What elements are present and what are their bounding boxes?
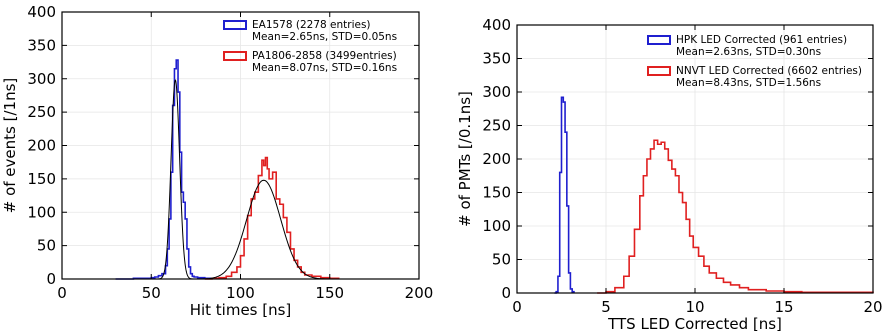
x-tick-label: 100 xyxy=(226,284,255,302)
y-tick-label: 200 xyxy=(27,137,56,155)
y-tick-label: 400 xyxy=(482,16,511,34)
x-tick-label: 0 xyxy=(512,298,522,316)
legend-label-nnvt: NNVT LED Corrected (6602 entries) xyxy=(676,65,862,77)
y-tick-label: 250 xyxy=(482,117,511,135)
right-y-ticks: 0 50 100 150 200 250 300 350 400 xyxy=(482,16,873,302)
x-tick-label: 200 xyxy=(405,284,434,302)
left-x-ticks: 0 50 100 150 200 xyxy=(57,12,433,302)
legend-stats-ea1578: Mean=2.65ns, STD=0.05ns xyxy=(252,31,397,43)
legend-swatch-hpk xyxy=(647,35,671,45)
right-legend: HPK LED Corrected (961 entries) Mean=2.6… xyxy=(647,34,862,89)
y-tick-label: 350 xyxy=(482,50,511,68)
x-tick-label: 15 xyxy=(774,298,793,316)
histogram-series-0 xyxy=(115,59,224,280)
y-tick-label: 300 xyxy=(27,70,56,88)
y-tick-label: 0 xyxy=(46,270,56,288)
left-chart: 0 50 100 150 200 0 50 100 150 200 250 300 350 400 Hi… xyxy=(1,3,433,319)
left-x-axis-label: Hit times [ns] xyxy=(190,301,292,319)
left-series-group xyxy=(115,59,341,280)
right-x-ticks: 0 5 10 15 20 xyxy=(512,25,883,316)
y-tick-label: 0 xyxy=(501,284,511,302)
y-tick-label: 300 xyxy=(482,83,511,101)
right-x-axis-label: TTS LED Corrected [ns] xyxy=(607,315,782,333)
legend-label-ea1578: EA1578 (2278 entries) xyxy=(252,19,371,31)
legend-swatch-ea1578 xyxy=(223,20,247,30)
gaussian-fit-curve-1 xyxy=(187,179,341,280)
right-chart: 0 5 10 15 20 0 50 100 150 200 250 300 350 400 TTS LE… xyxy=(456,16,883,333)
legend-stats-pa1806: Mean=8.07ns, STD=0.16ns xyxy=(252,62,397,74)
x-tick-label: 0 xyxy=(57,284,67,302)
y-tick-label: 150 xyxy=(27,170,56,188)
left-y-axis-label: # of events [/1ns] xyxy=(1,78,19,214)
left-y-ticks: 0 50 100 150 200 250 300 350 400 xyxy=(27,3,419,288)
y-tick-label: 250 xyxy=(27,103,56,121)
legend-stats-nnvt: Mean=8.43ns, STD=1.56ns xyxy=(676,77,821,89)
y-tick-label: 100 xyxy=(27,203,56,221)
gaussian-fit-curve-0 xyxy=(156,79,195,280)
legend-swatch-pa1806 xyxy=(223,51,247,61)
x-tick-label: 5 xyxy=(601,298,611,316)
x-tick-label: 20 xyxy=(863,298,882,316)
y-tick-label: 50 xyxy=(492,251,511,269)
legend-stats-hpk: Mean=2.63ns, STD=0.30ns xyxy=(676,46,821,58)
histogram-series-1 xyxy=(204,156,340,280)
legend-swatch-nnvt xyxy=(647,66,671,76)
y-tick-label: 150 xyxy=(482,184,511,202)
histogram-series-1 xyxy=(597,139,874,294)
legend-label-hpk: HPK LED Corrected (961 entries) xyxy=(676,34,847,46)
left-legend: EA1578 (2278 entries) Mean=2.65ns, STD=0… xyxy=(223,19,397,74)
y-tick-label: 400 xyxy=(27,3,56,21)
legend-label-pa1806: PA1806-2858 (3499entries) xyxy=(252,50,397,62)
y-tick-label: 350 xyxy=(27,36,56,54)
x-tick-label: 50 xyxy=(142,284,161,302)
x-tick-label: 150 xyxy=(315,284,344,302)
y-tick-label: 50 xyxy=(37,237,56,255)
histogram-series-0 xyxy=(554,96,575,294)
right-series-group xyxy=(554,96,874,294)
right-y-axis-label: # of PMTs [/0.1ns] xyxy=(456,91,474,227)
x-tick-label: 10 xyxy=(685,298,704,316)
y-tick-label: 100 xyxy=(482,217,511,235)
y-tick-label: 200 xyxy=(482,150,511,168)
